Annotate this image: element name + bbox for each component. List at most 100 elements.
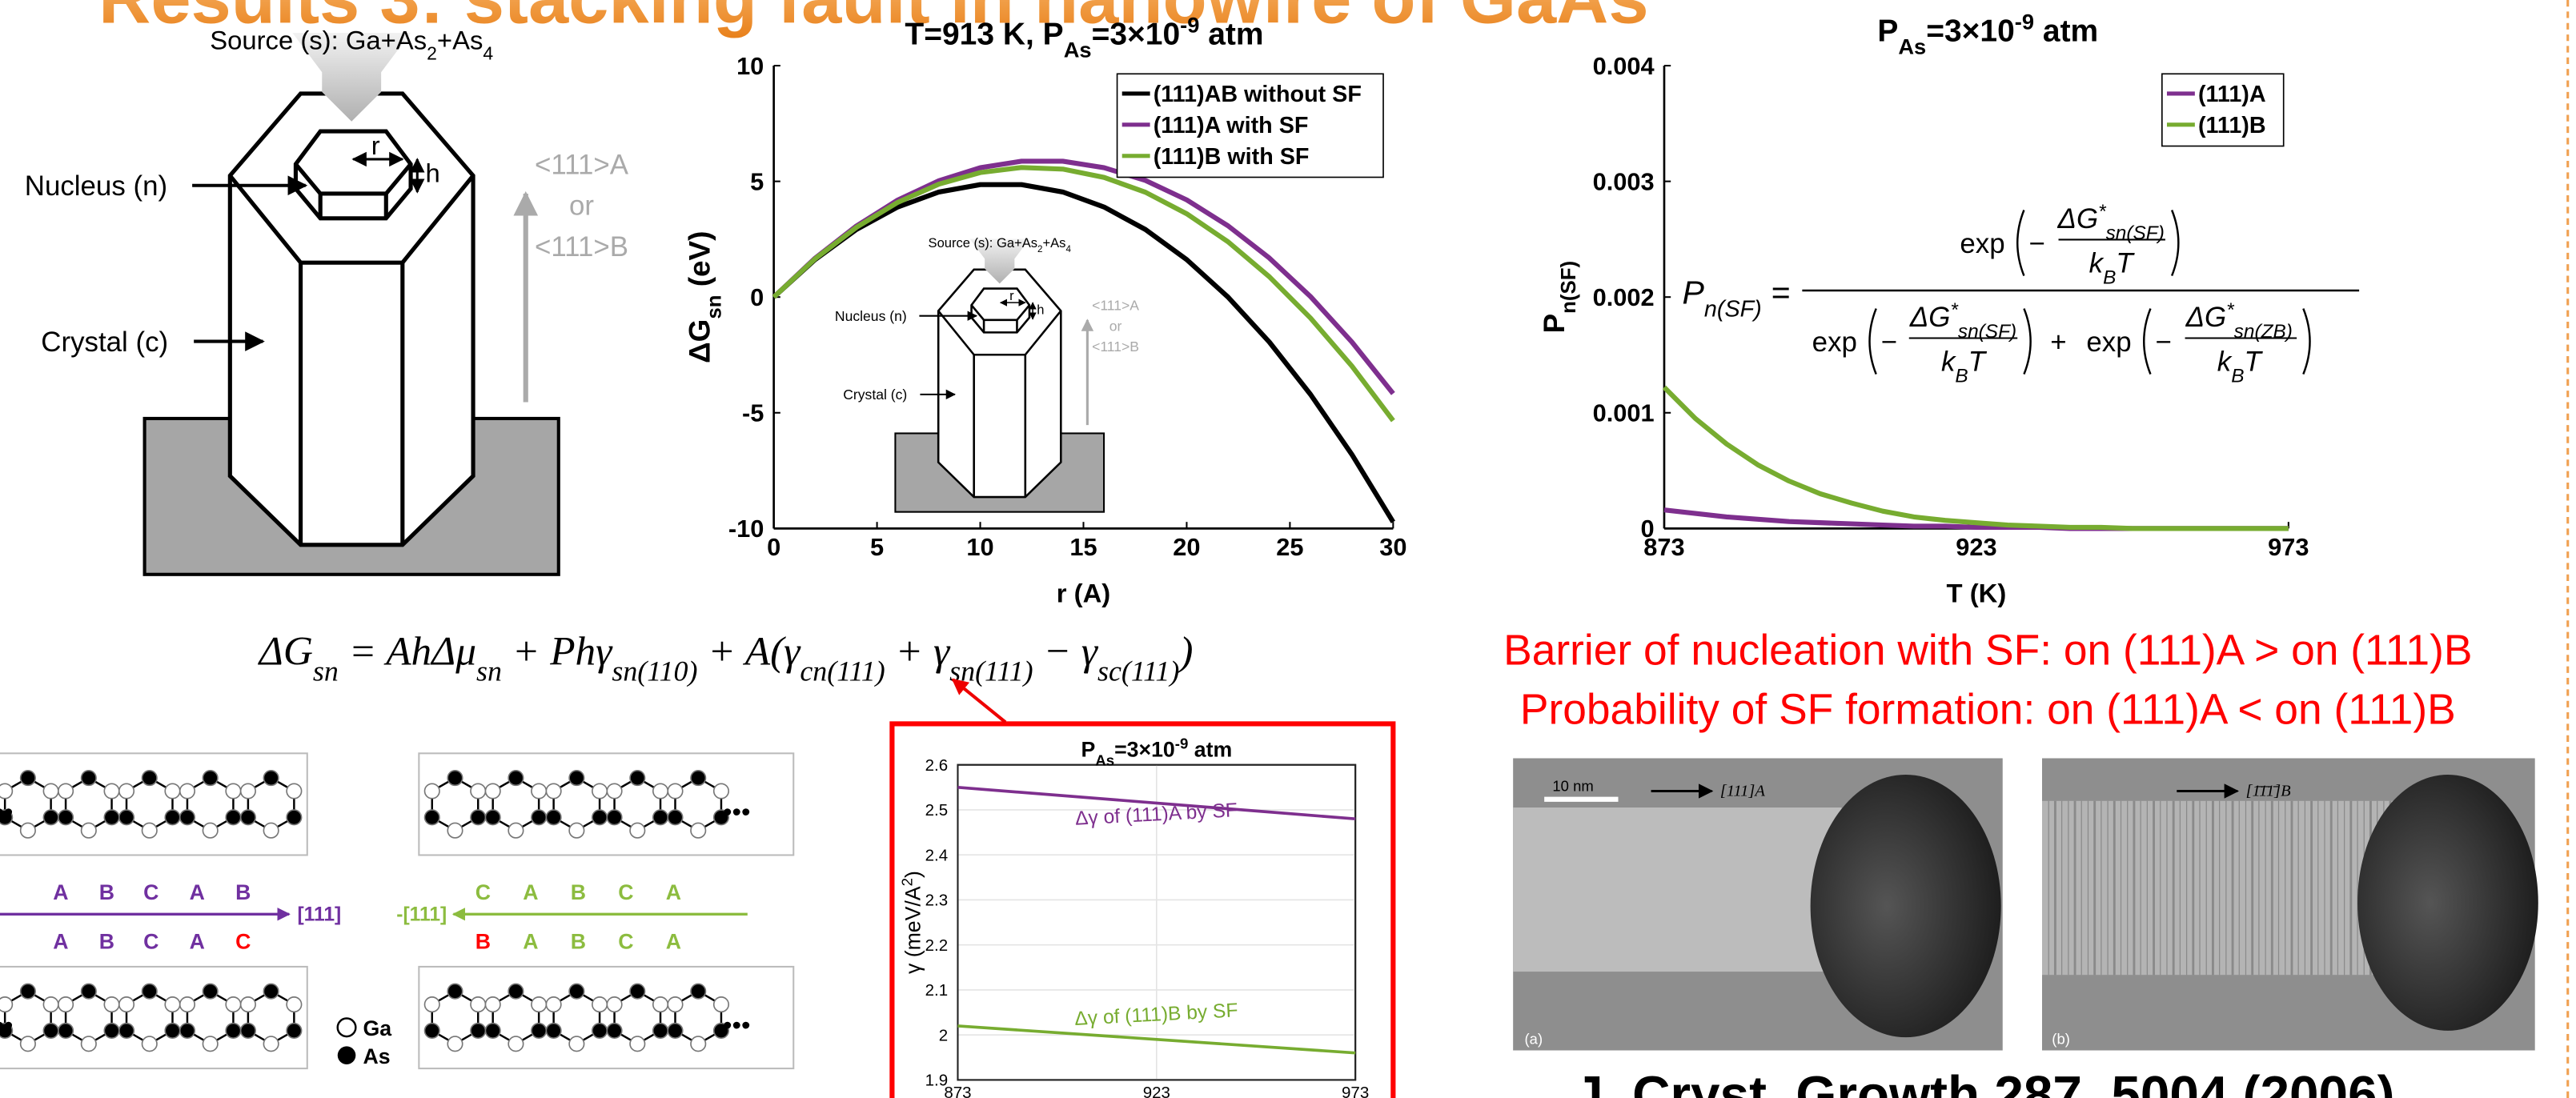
x-axis-label: T (K) [1137, 1096, 1177, 1098]
text-segment: atm [1199, 17, 1263, 51]
text-segment: sn(111) [949, 655, 1033, 687]
atom [484, 783, 501, 799]
layer-label: B [99, 929, 114, 953]
atom [423, 1022, 440, 1039]
atom [629, 770, 646, 787]
atom [19, 1036, 36, 1052]
data-line [957, 1024, 1356, 1055]
text-segment: = AhΔμ [339, 629, 476, 675]
text-segment: γ (meV/A [901, 886, 925, 974]
y-tick-label: 0.003 [1593, 167, 1655, 195]
atom [286, 996, 303, 1013]
layer-label: A [523, 929, 538, 953]
atom [202, 770, 219, 787]
atom [447, 770, 463, 787]
y-tick-label: 1.9 [925, 1072, 949, 1090]
paren [2143, 308, 2152, 375]
citation: J. Cryst. Growth 287, 5004 (2006) [1574, 1065, 2394, 1098]
text-segment: B [1955, 365, 1968, 387]
atom [568, 1036, 585, 1052]
atom [239, 809, 256, 826]
text-segment: B [2103, 266, 2116, 288]
text-segment: ) [1177, 629, 1193, 675]
source-arrow [969, 238, 1029, 284]
atom [629, 983, 646, 1000]
text-segment: =3×10 [1092, 17, 1181, 51]
stacking-diagram [0, 752, 795, 1070]
atom [0, 1022, 14, 1039]
text-segment: -9 [1180, 12, 1199, 37]
atom [470, 809, 487, 826]
stacking-labels: A B C A B A B C A C C A B C A B A B C A [53, 880, 681, 954]
atom [141, 983, 158, 1000]
legend-label: As [363, 1044, 391, 1068]
panel-label: (a) [1525, 1030, 1543, 1047]
atom [712, 996, 730, 1013]
text-segment: * [1950, 299, 1959, 321]
atom [80, 1036, 97, 1052]
layer-label: B [475, 929, 491, 953]
eq-dg: ΔG*sn(SF) [2057, 201, 2165, 244]
x-tick-label: 873 [944, 1084, 971, 1098]
atom [690, 983, 707, 1000]
edge [937, 310, 1062, 356]
eq-kt: kBT [2217, 346, 2264, 386]
text-segment: -9 [2015, 9, 2034, 34]
nucleation-equation: ΔGsn = AhΔμsn + Phγsn(110) + A(γcn(111) … [258, 629, 1194, 687]
atom [202, 1036, 219, 1052]
x-tick-label: 15 [1069, 533, 1097, 561]
nucleus [293, 129, 413, 221]
x-tick-label: 973 [2268, 533, 2309, 561]
text-segment: + Phγ [502, 629, 613, 675]
eq-exp: exp [2086, 327, 2131, 358]
atom [263, 983, 279, 1000]
atom [164, 809, 181, 826]
eq-dg: ΔG*sn(ZB) [2185, 299, 2293, 343]
layer-label: A [190, 880, 205, 904]
atom [179, 1022, 196, 1039]
atom [545, 783, 562, 799]
chart-title: PAs=3×10-9 atm [1081, 735, 1232, 768]
x-tick-label: 25 [1276, 533, 1303, 561]
legend-label: (111)A [2198, 82, 2266, 107]
x-tick-label: 873 [1643, 533, 1684, 561]
y-tick-label: 0 [1641, 515, 1655, 543]
text-segment: As [1064, 37, 1092, 62]
atom [164, 783, 181, 799]
atom [447, 822, 463, 839]
atom [118, 996, 135, 1013]
text-segment: P [1877, 14, 1898, 48]
atom [592, 1022, 608, 1039]
atom [80, 983, 97, 1000]
conclusion: Probability of SF formation: on (111)A <… [1520, 686, 2456, 733]
y-axis-label: Pn(SF) [1538, 261, 1580, 334]
atom [164, 996, 181, 1013]
lattice-box [0, 965, 308, 1070]
atom [80, 770, 97, 787]
atom [629, 822, 646, 839]
text-segment: ) [901, 871, 925, 878]
x-tick-label: 0 [767, 533, 780, 561]
y-tick-label: 2.4 [925, 846, 949, 864]
text-segment: ΔG [258, 629, 313, 675]
atom [141, 770, 158, 787]
layer-label: A [666, 880, 681, 904]
layer-label: C [143, 929, 158, 953]
data-line [772, 165, 1395, 423]
atom [225, 783, 242, 799]
eq-minus: − [1881, 327, 1897, 358]
ellipsis: ••• [0, 1010, 13, 1040]
text-segment: − γ [1033, 629, 1099, 675]
text-segment: P [1683, 274, 1705, 311]
text-segment: = [1762, 274, 1790, 311]
paren [2302, 308, 2311, 375]
x-axis-label: r (A) [1057, 579, 1110, 608]
atom [470, 996, 487, 1013]
atom [508, 983, 524, 1000]
x-tick-label: 973 [1342, 1084, 1369, 1098]
tem-images: 10 nm [111]A (a) [1̄1̄1̄]B (b) [1513, 758, 2538, 1051]
text-segment: 4 [483, 43, 493, 64]
text-segment: =3×10 [1114, 737, 1175, 761]
